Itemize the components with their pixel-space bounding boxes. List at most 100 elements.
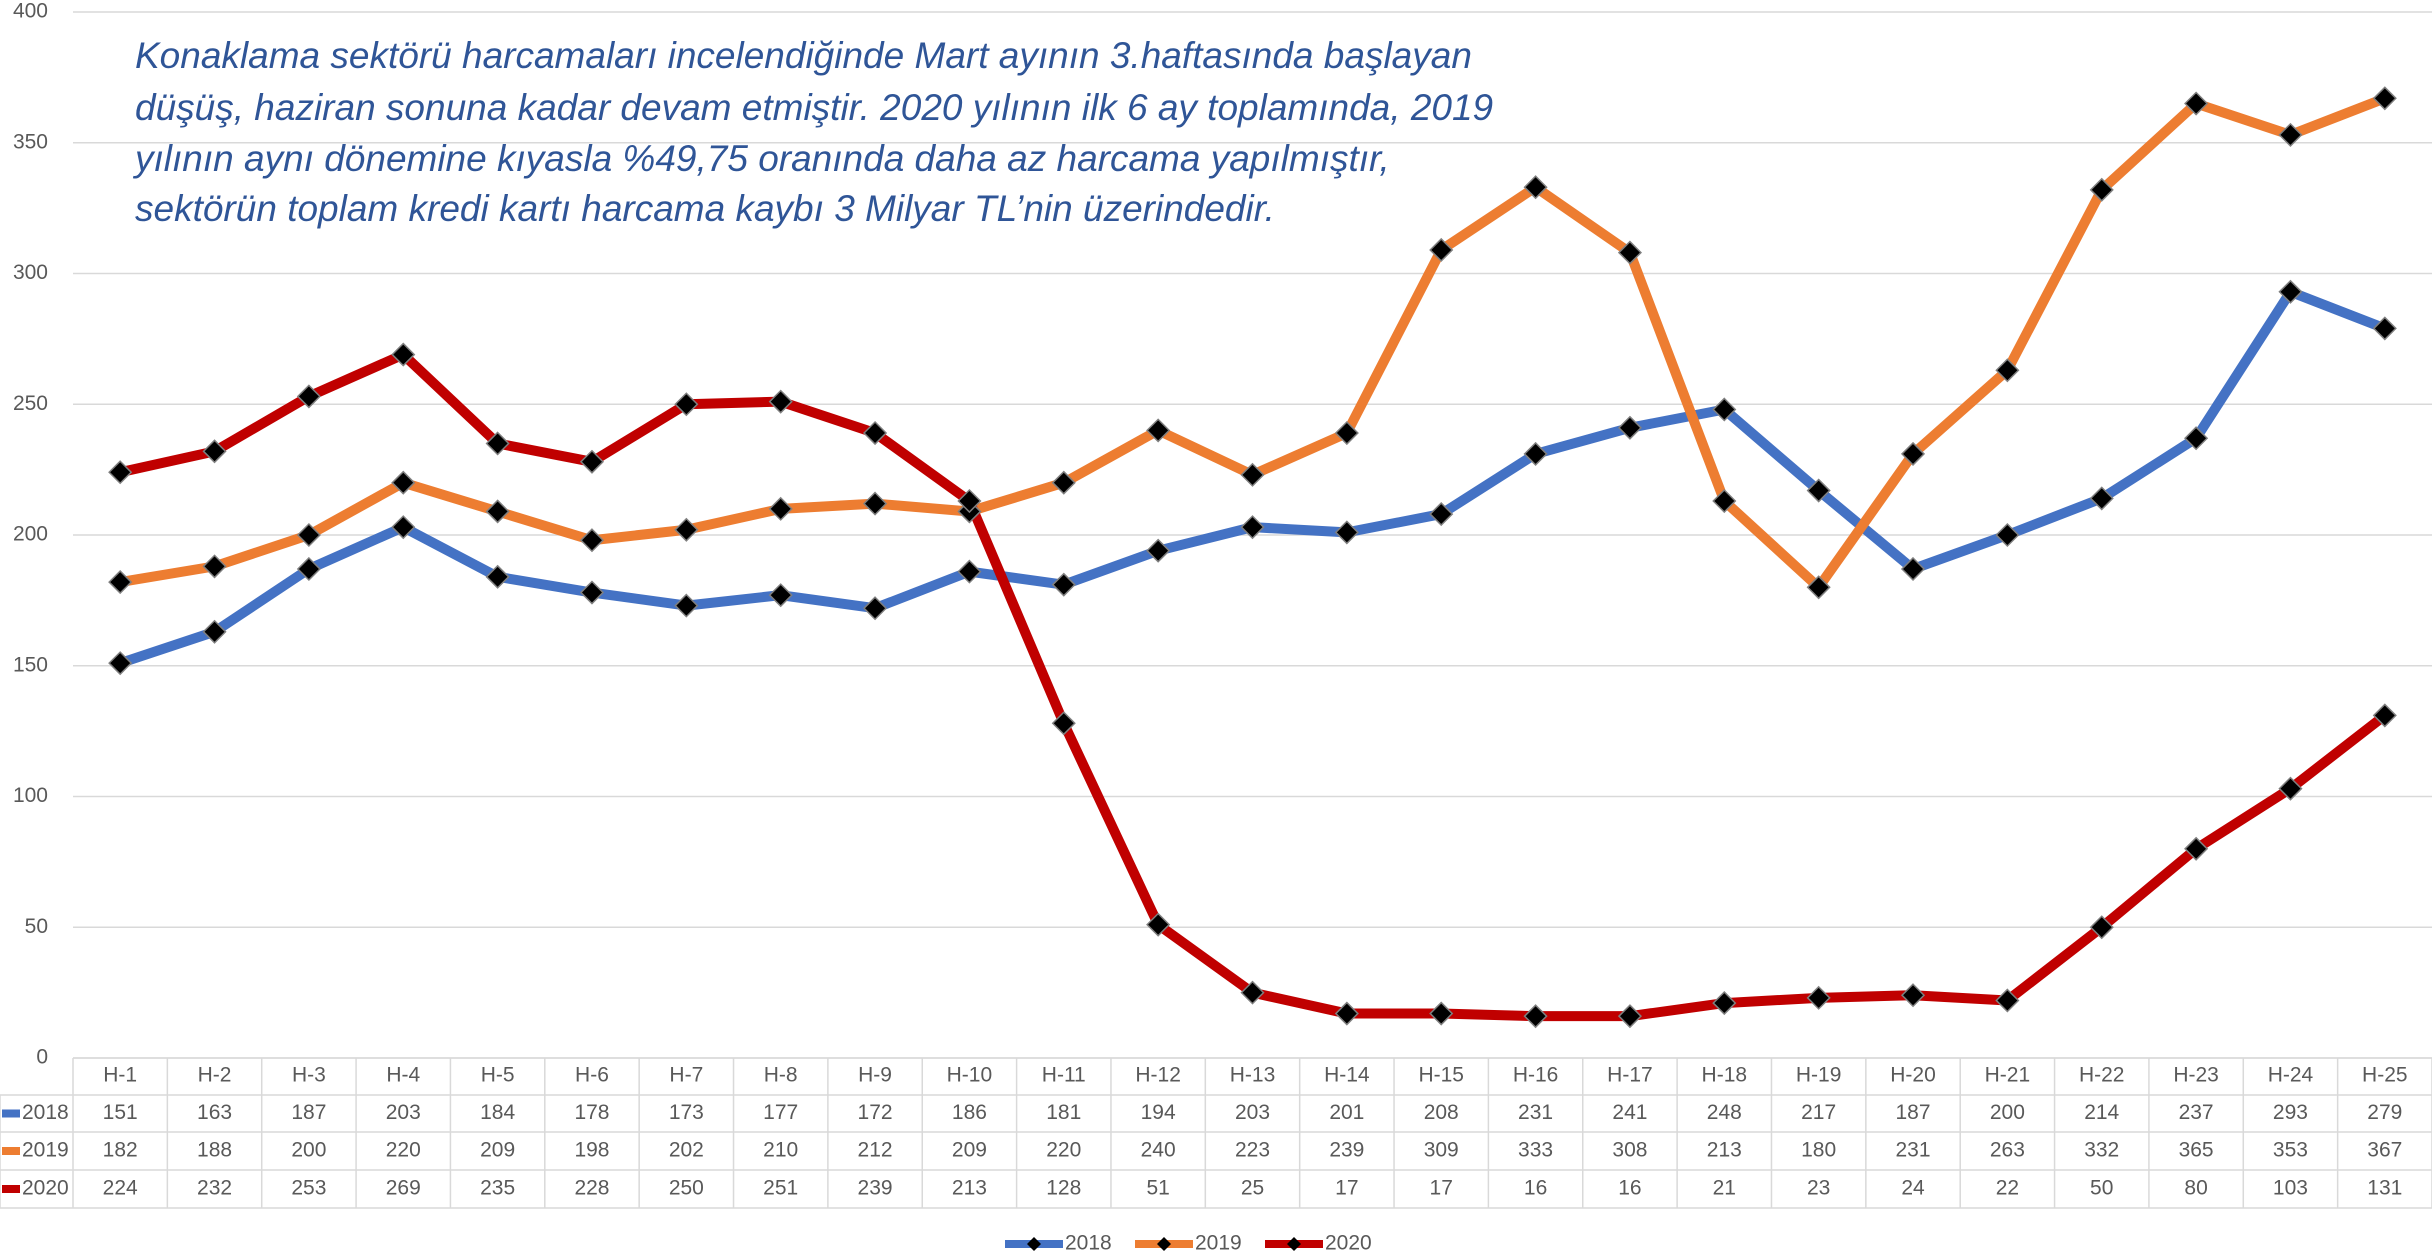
table-value: 208 bbox=[1424, 1101, 1459, 1124]
marker bbox=[579, 449, 605, 474]
table-value: 51 bbox=[1146, 1177, 1169, 1200]
x-tick-label: H-18 bbox=[1702, 1064, 1748, 1087]
table-value: 220 bbox=[386, 1139, 421, 1162]
x-tick-label: H-19 bbox=[1796, 1064, 1842, 1087]
marker bbox=[1429, 1001, 1454, 1026]
marker bbox=[1617, 415, 1643, 440]
x-tick-label: H-21 bbox=[1985, 1064, 2031, 1087]
marker bbox=[768, 496, 793, 521]
marker bbox=[579, 580, 605, 605]
marker bbox=[957, 559, 982, 584]
marker bbox=[957, 488, 982, 514]
marker bbox=[1051, 572, 1076, 597]
row-label: 2020 bbox=[22, 1177, 69, 1200]
marker bbox=[862, 491, 888, 516]
table-value: 194 bbox=[1141, 1101, 1176, 1124]
marker bbox=[1429, 237, 1454, 263]
table-value: 186 bbox=[952, 1101, 987, 1124]
table-value: 151 bbox=[103, 1101, 138, 1124]
annotation: sektörün toplam kredi kartı harcama kayb… bbox=[135, 188, 1275, 229]
marker bbox=[1146, 538, 1171, 563]
y-tick-label: 300 bbox=[13, 261, 48, 284]
marker bbox=[768, 583, 793, 608]
table-value: 241 bbox=[1612, 1101, 1647, 1124]
marker bbox=[1806, 478, 1831, 503]
y-tick-label: 50 bbox=[25, 915, 48, 938]
table-value: 202 bbox=[669, 1139, 704, 1162]
marker bbox=[1712, 397, 1737, 422]
marker bbox=[1995, 522, 2020, 548]
marker bbox=[2278, 279, 2303, 304]
marker bbox=[296, 556, 321, 582]
table-value: 224 bbox=[103, 1177, 138, 1200]
marker bbox=[1712, 991, 1737, 1016]
table-value: 200 bbox=[291, 1139, 326, 1162]
marker bbox=[862, 596, 888, 621]
marker bbox=[1146, 912, 1171, 937]
marker bbox=[1051, 711, 1076, 736]
table-value: 16 bbox=[1524, 1177, 1547, 1200]
marker bbox=[768, 389, 793, 414]
marker bbox=[1712, 488, 1737, 514]
marker bbox=[1051, 470, 1076, 495]
marker bbox=[1995, 358, 2020, 383]
table-value: 172 bbox=[858, 1101, 893, 1124]
x-tick-label: H-8 bbox=[764, 1064, 798, 1087]
table-value: 228 bbox=[574, 1177, 609, 1200]
marker bbox=[2184, 426, 2209, 451]
table-value: 180 bbox=[1801, 1139, 1836, 1162]
table-value: 128 bbox=[1046, 1177, 1081, 1200]
annotation: düşüş, haziran sonuna kadar devam etmişt… bbox=[135, 87, 1493, 128]
marker bbox=[1617, 240, 1643, 265]
table-value: 308 bbox=[1612, 1139, 1647, 1162]
legend-marker bbox=[1027, 1237, 1041, 1251]
marker bbox=[862, 420, 888, 446]
table-value: 231 bbox=[1518, 1101, 1553, 1124]
x-tick-label: H-20 bbox=[1890, 1064, 1936, 1087]
marker bbox=[391, 342, 416, 367]
x-tick-label: H-1 bbox=[103, 1064, 137, 1087]
table-value: 80 bbox=[2184, 1177, 2207, 1200]
x-tick-label: H-4 bbox=[386, 1064, 420, 1087]
marker bbox=[2372, 316, 2397, 341]
table-value: 22 bbox=[1996, 1177, 2019, 1200]
table-value: 182 bbox=[103, 1139, 138, 1162]
table-value: 103 bbox=[2273, 1177, 2308, 1200]
table-value: 17 bbox=[1335, 1177, 1358, 1200]
y-tick-label: 350 bbox=[13, 130, 48, 153]
marker bbox=[674, 392, 699, 417]
marker bbox=[1334, 520, 1359, 545]
marker bbox=[202, 439, 227, 464]
y-tick-label: 100 bbox=[13, 784, 48, 807]
table-value: 220 bbox=[1046, 1139, 1081, 1162]
marker bbox=[391, 470, 416, 495]
table-value: 250 bbox=[669, 1177, 704, 1200]
table-value: 198 bbox=[574, 1139, 609, 1162]
table-value: 279 bbox=[2367, 1101, 2402, 1124]
table-value: 188 bbox=[197, 1139, 232, 1162]
legend-label: 2018 bbox=[1065, 1232, 1112, 1255]
table-value: 23 bbox=[1807, 1177, 1830, 1200]
marker bbox=[1523, 441, 1548, 466]
x-tick-label: H-13 bbox=[1230, 1064, 1276, 1087]
table-value: 239 bbox=[1329, 1139, 1364, 1162]
table-value: 187 bbox=[1895, 1101, 1930, 1124]
table-value: 203 bbox=[1235, 1101, 1270, 1124]
table-value: 253 bbox=[291, 1177, 326, 1200]
table-value: 50 bbox=[2090, 1177, 2113, 1200]
x-tick-label: H-25 bbox=[2362, 1064, 2408, 1087]
table-value: 365 bbox=[2179, 1139, 2214, 1162]
x-tick-label: H-6 bbox=[575, 1064, 609, 1087]
table-value: 21 bbox=[1713, 1177, 1736, 1200]
x-tick-label: H-2 bbox=[198, 1064, 232, 1087]
marker bbox=[2278, 776, 2303, 801]
marker bbox=[2089, 177, 2114, 202]
table-value: 177 bbox=[763, 1101, 798, 1124]
marker bbox=[2184, 836, 2209, 861]
table-value: 248 bbox=[1707, 1101, 1742, 1124]
y-tick-label: 400 bbox=[13, 0, 48, 23]
x-tick-label: H-23 bbox=[2173, 1064, 2219, 1087]
table-value: 17 bbox=[1430, 1177, 1453, 1200]
table-value: 367 bbox=[2367, 1139, 2402, 1162]
